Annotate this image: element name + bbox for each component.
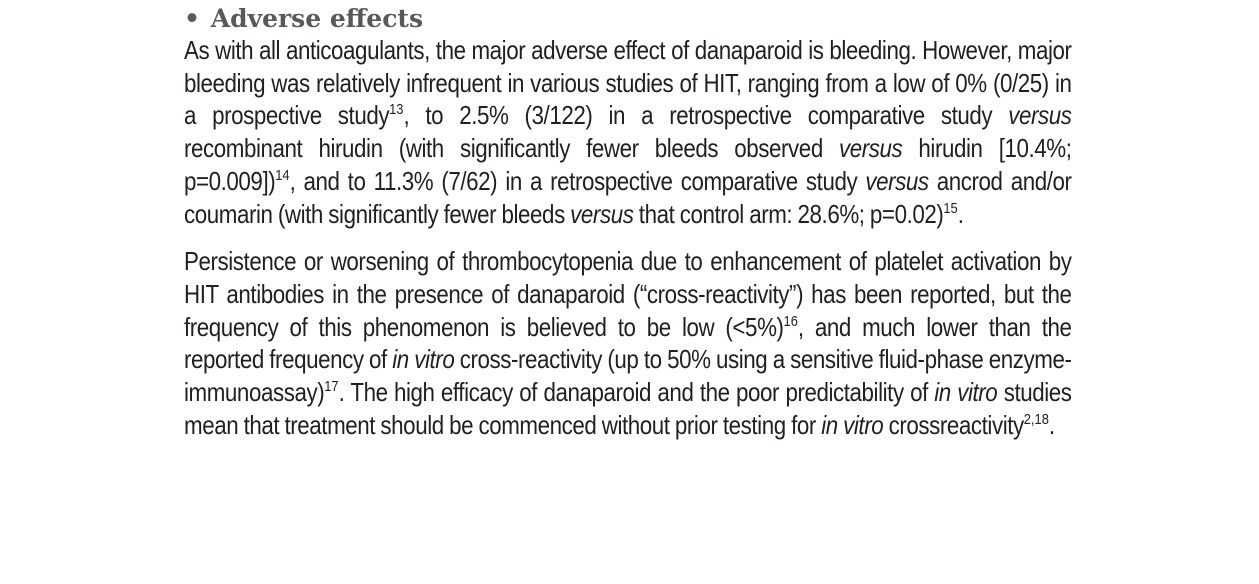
text-run: that control arm: 28.6%; p=0.02)	[633, 198, 944, 229]
italic-versus: versus	[1008, 100, 1072, 131]
text-run: .	[1048, 409, 1055, 440]
reference-16: 16	[783, 312, 798, 330]
text-run: crossreactivity	[883, 409, 1025, 440]
reference-15: 15	[943, 199, 958, 217]
text-run: As with all anticoagulants, the major ad…	[184, 35, 1072, 131]
reference-14: 14	[275, 166, 290, 184]
reference-2-18: 2,18	[1023, 410, 1049, 428]
text-run: . The high efficacy of danaparoid and th…	[338, 377, 935, 408]
text-run: , and much lower than the reported frequ…	[184, 311, 1072, 375]
text-run: studies mean that treatment should be co…	[184, 377, 1072, 440]
text-run: cross-reactivity (up to 50% using a sens…	[184, 344, 1072, 408]
bullet-marker: •	[184, 4, 200, 33]
italic-versus: versus	[865, 165, 929, 196]
paragraph-bleeding: As with all anticoagulants, the major ad…	[184, 34, 1072, 230]
text-run: .	[957, 198, 964, 229]
italic-in-vitro: in vitro	[821, 409, 884, 440]
section-title: Adverse effects	[210, 4, 424, 33]
text-run: recombinant hirudin (with significantly …	[184, 133, 839, 164]
italic-in-vitro: in vitro	[934, 377, 998, 408]
text-run: , and to 11.3% (7/62) in a retrospective…	[289, 165, 866, 196]
text-run: hirudin [10.4%; p=0.009])	[184, 133, 1072, 196]
italic-versus: versus	[838, 133, 903, 164]
document-page: • Adverse effects As with all anticoagul…	[184, 4, 1072, 441]
italic-in-vitro: in vitro	[392, 344, 455, 375]
text-run: , to 2.5% (3/122) in a retrospective com…	[403, 100, 1009, 131]
reference-17: 17	[324, 378, 339, 396]
italic-versus: versus	[570, 198, 634, 229]
text-run: Persistence or worsening of thrombocytop…	[184, 246, 1072, 342]
section-heading: • Adverse effects	[184, 4, 1072, 34]
text-run: ancrod and/or coumarin (with significant…	[184, 165, 1072, 229]
paragraph-cross-reactivity: Persistence or worsening of thrombocytop…	[184, 245, 1072, 441]
reference-13: 13	[389, 101, 404, 119]
